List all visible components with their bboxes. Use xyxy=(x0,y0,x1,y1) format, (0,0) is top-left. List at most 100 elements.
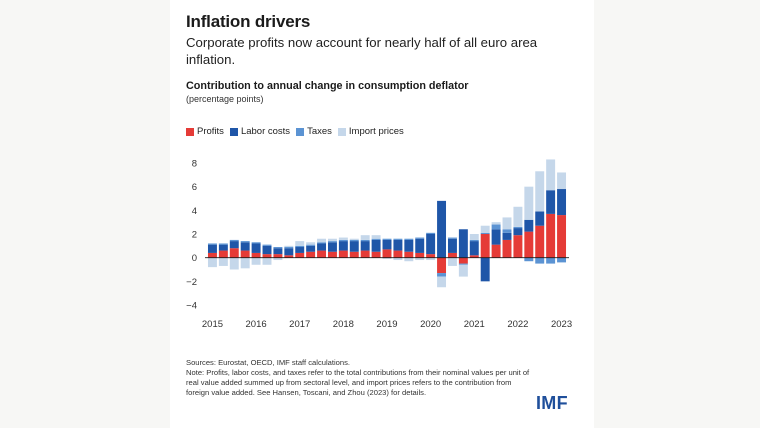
bar-labor-costs-2017q4 xyxy=(327,242,337,252)
bar-profits-2021q4 xyxy=(502,239,512,258)
bar-taxes-2017q4 xyxy=(327,241,337,243)
legend-swatch-taxes xyxy=(296,127,305,136)
subtitle: Corporate profits now account for nearly… xyxy=(186,35,538,67)
bar-labor-costs-2019q2 xyxy=(393,239,403,251)
bar-profits-2018q4 xyxy=(371,251,381,258)
bar-taxes-2021q2 xyxy=(480,232,490,234)
y-tick-label: 0 xyxy=(192,253,197,264)
bar-profits-2017q2 xyxy=(306,251,316,258)
bar-labor-costs-2017q1 xyxy=(295,247,305,253)
bar-import-prices-2018q1 xyxy=(338,237,348,240)
bar-taxes-2022q2 xyxy=(524,257,534,262)
legend-item-taxes: Taxes xyxy=(296,126,332,137)
bar-labor-costs-2015q2 xyxy=(218,244,228,251)
bar-taxes-2020q4 xyxy=(458,263,468,265)
y-tick-label: 6 xyxy=(192,182,197,193)
legend-label-labor-costs: Labor costs xyxy=(240,126,291,137)
bar-import-prices-2017q4 xyxy=(327,238,337,242)
imf-logo: IMF xyxy=(536,393,568,413)
bar-import-prices-2022q2 xyxy=(524,186,534,220)
bar-labor-costs-2017q2 xyxy=(306,245,316,252)
bar-profits-2020q1 xyxy=(426,254,436,258)
bar-profits-2021q3 xyxy=(491,244,501,258)
footnote: Sources: Eurostat, OECD, IMF staff calcu… xyxy=(186,358,531,398)
bar-import-prices-2016q4 xyxy=(284,245,294,248)
bar-import-prices-2022q1 xyxy=(513,206,523,227)
legend: Profits Labor costs Taxes Import prices xyxy=(186,126,410,137)
x-tick-label: 2018 xyxy=(333,319,354,330)
bar-taxes-2021q3 xyxy=(491,224,501,230)
bar-labor-costs-2021q4 xyxy=(502,232,512,240)
bar-profits-2015q1 xyxy=(207,252,217,258)
bar-profits-2018q1 xyxy=(338,250,348,258)
x-tick-label: 2017 xyxy=(289,319,310,330)
legend-swatch-labor-costs xyxy=(229,127,238,136)
bar-profits-2022q2 xyxy=(524,231,534,258)
legend-label-taxes: Taxes xyxy=(307,126,332,137)
bar-profits-2022q4 xyxy=(546,213,556,258)
bar-profits-2019q2 xyxy=(393,250,403,258)
bar-import-prices-2020q4 xyxy=(458,264,468,277)
bar-profits-2020q3 xyxy=(447,252,457,258)
bar-labor-costs-2017q3 xyxy=(317,243,327,251)
chart-title: Contribution to annual change in consump… xyxy=(186,80,469,92)
bar-import-prices-2017q1 xyxy=(295,241,305,246)
bar-import-prices-2017q3 xyxy=(317,238,327,243)
bar-labor-costs-2020q1 xyxy=(426,234,436,255)
bar-profits-2019q3 xyxy=(404,251,414,258)
bar-labor-costs-2016q4 xyxy=(284,248,294,256)
bar-import-prices-2016q3 xyxy=(273,257,283,261)
bar-taxes-2022q1 xyxy=(513,226,523,229)
x-tick-label: 2023 xyxy=(551,319,572,330)
bar-labor-costs-2016q2 xyxy=(262,245,272,255)
bar-labor-costs-2023q1 xyxy=(557,189,567,216)
y-tick-label: −4 xyxy=(186,301,197,312)
bar-profits-2020q2 xyxy=(437,257,447,274)
bar-taxes-2022q3 xyxy=(535,257,545,264)
bar-import-prices-2022q3 xyxy=(535,171,545,212)
bar-profits-2023q1 xyxy=(557,215,567,258)
bar-import-prices-2019q3 xyxy=(404,257,414,262)
bar-labor-costs-2022q3 xyxy=(535,211,545,226)
bar-taxes-2015q1 xyxy=(207,243,217,245)
bar-taxes-2017q3 xyxy=(317,242,327,244)
x-tick-label: 2019 xyxy=(376,319,397,330)
bar-import-prices-2021q4 xyxy=(502,217,512,230)
bar-import-prices-2021q1 xyxy=(469,234,479,240)
bar-import-prices-2015q3 xyxy=(229,257,239,270)
bar-profits-2018q2 xyxy=(349,251,359,258)
bar-labor-costs-2022q4 xyxy=(546,190,556,214)
y-tick-label: 8 xyxy=(192,159,197,170)
bar-profits-2019q1 xyxy=(382,249,392,258)
legend-item-import-prices: Import prices xyxy=(337,126,404,137)
bar-import-prices-2015q2 xyxy=(218,257,228,266)
bar-taxes-2016q4 xyxy=(284,247,294,249)
bar-labor-costs-2019q4 xyxy=(415,238,425,253)
bar-taxes-2020q2 xyxy=(437,273,447,277)
bar-taxes-2019q2 xyxy=(393,238,403,240)
bar-import-prices-2016q2 xyxy=(262,257,272,265)
bar-import-prices-2015q1 xyxy=(207,257,217,268)
bar-taxes-2015q2 xyxy=(218,243,228,245)
bar-import-prices-2015q4 xyxy=(240,257,250,269)
bar-labor-costs-2021q2 xyxy=(480,257,490,282)
bar-labor-costs-2019q3 xyxy=(404,239,414,252)
bar-import-prices-2020q1 xyxy=(426,257,436,261)
bar-profits-2015q3 xyxy=(229,248,239,258)
bar-labor-costs-2015q1 xyxy=(207,244,217,253)
bar-profits-2016q2 xyxy=(262,254,272,258)
bar-labor-costs-2016q1 xyxy=(251,243,261,253)
bar-taxes-2020q3 xyxy=(447,237,457,239)
bar-taxes-2021q1 xyxy=(469,239,479,242)
bar-import-prices-2021q2 xyxy=(480,225,490,233)
legend-label-profits: Profits xyxy=(197,126,224,137)
bar-labor-costs-2018q2 xyxy=(349,241,359,252)
bar-profits-2016q3 xyxy=(273,254,283,258)
bar-labor-costs-2018q1 xyxy=(338,241,348,251)
bar-labor-costs-2022q1 xyxy=(513,228,523,236)
bar-labor-costs-2019q1 xyxy=(382,239,392,250)
bar-profits-2021q1 xyxy=(469,255,479,258)
bar-taxes-2022q4 xyxy=(546,257,556,264)
bar-profits-2017q3 xyxy=(317,250,327,258)
